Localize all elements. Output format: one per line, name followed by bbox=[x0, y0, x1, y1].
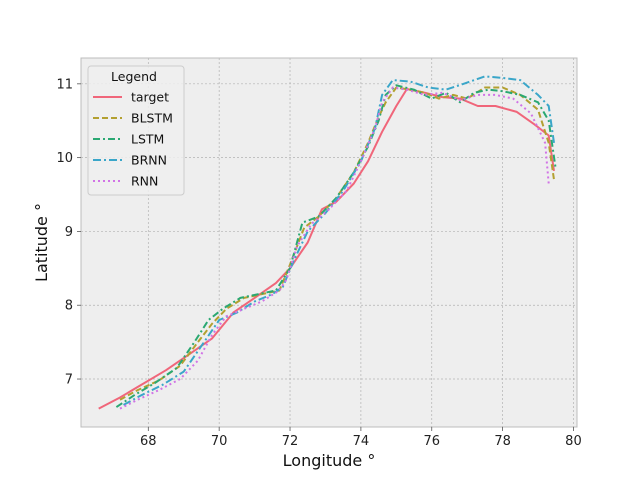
series-line-blstm bbox=[119, 86, 555, 401]
y-tick-label: 8 bbox=[65, 299, 73, 314]
legend-label-blstm: BLSTM bbox=[131, 111, 173, 126]
legend-label-rnn: RNN bbox=[131, 174, 158, 189]
x-tick-label: 70 bbox=[211, 434, 228, 449]
y-axis-label: Latitude ° bbox=[32, 203, 51, 282]
x-axis-label: Longitude ° bbox=[283, 451, 376, 470]
series-line-target bbox=[98, 88, 555, 410]
legend-box bbox=[87, 65, 185, 196]
x-tick-label: 76 bbox=[423, 434, 440, 449]
y-tick-label: 9 bbox=[65, 225, 73, 240]
series-line-rnn bbox=[119, 86, 550, 410]
y-tick-label: 7 bbox=[65, 373, 73, 388]
y-tick-label: 11 bbox=[56, 77, 73, 92]
x-tick-label: 78 bbox=[494, 434, 511, 449]
series-layer bbox=[98, 75, 557, 410]
legend: Legend target BLSTM LSTM BRNN RNN bbox=[87, 65, 185, 196]
legend-label-target: target bbox=[131, 90, 169, 105]
legend-label-lstm: LSTM bbox=[131, 132, 164, 147]
y-tick-label: 10 bbox=[56, 151, 73, 166]
legend-title: Legend bbox=[111, 69, 157, 84]
legend-items: target BLSTM LSTM BRNN RNN bbox=[93, 90, 173, 189]
y-axis-ticks: 7 8 9 10 11 bbox=[56, 77, 81, 388]
x-tick-label: 74 bbox=[353, 434, 370, 449]
plot-frame bbox=[80, 57, 578, 428]
legend-label-brnn: BRNN bbox=[131, 153, 167, 168]
x-axis-ticks: 68 70 72 74 76 78 80 bbox=[140, 427, 582, 449]
series-line-brnn bbox=[123, 75, 555, 406]
x-tick-label: 72 bbox=[282, 434, 299, 449]
grid bbox=[81, 58, 577, 427]
x-tick-label: 68 bbox=[140, 434, 157, 449]
x-tick-label: 80 bbox=[565, 434, 582, 449]
